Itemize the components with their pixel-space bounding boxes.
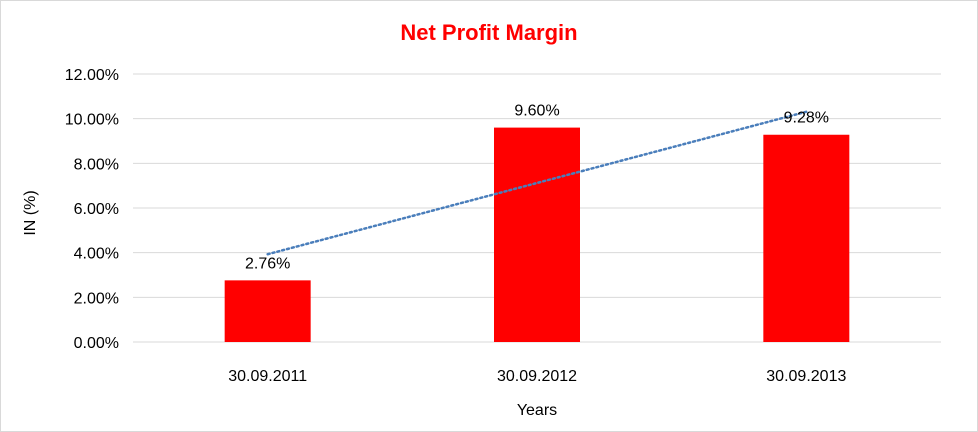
y-tick-label: 4.00% — [74, 246, 119, 263]
y-axis-ticks: 0.00% 2.00% 4.00% 6.00% 8.00% 10.00% 12.00% — [65, 67, 119, 352]
chart-title: Net Profit Margin — [400, 20, 577, 45]
y-tick-label: 6.00% — [74, 201, 119, 218]
bars — [224, 127, 850, 342]
data-label: 9.60% — [514, 103, 559, 120]
y-tick-label: 0.00% — [74, 335, 119, 352]
x-tick-label: 30.09.2011 — [228, 368, 307, 385]
x-tick-label: 30.09.2013 — [766, 368, 846, 385]
bar — [494, 127, 580, 342]
x-axis-ticks: 30.09.2011 30.09.2012 30.09.2013 — [228, 368, 846, 385]
trendline — [266, 110, 808, 256]
y-tick-label: 12.00% — [65, 67, 119, 84]
data-labels: 2.76% 9.60% 9.28% — [245, 103, 829, 273]
data-label: 9.28% — [784, 110, 829, 127]
bar — [763, 134, 850, 342]
trendline-layer — [266, 110, 808, 256]
y-tick-label: 10.00% — [65, 112, 119, 129]
x-tick-label: 30.09.2012 — [497, 368, 577, 385]
data-label: 2.76% — [245, 255, 290, 272]
y-tick-label: 8.00% — [74, 156, 119, 173]
bar — [224, 280, 311, 342]
x-axis-title: Years — [517, 402, 557, 419]
y-axis-title: IN (%) — [22, 190, 39, 235]
y-tick-label: 2.00% — [74, 290, 119, 307]
